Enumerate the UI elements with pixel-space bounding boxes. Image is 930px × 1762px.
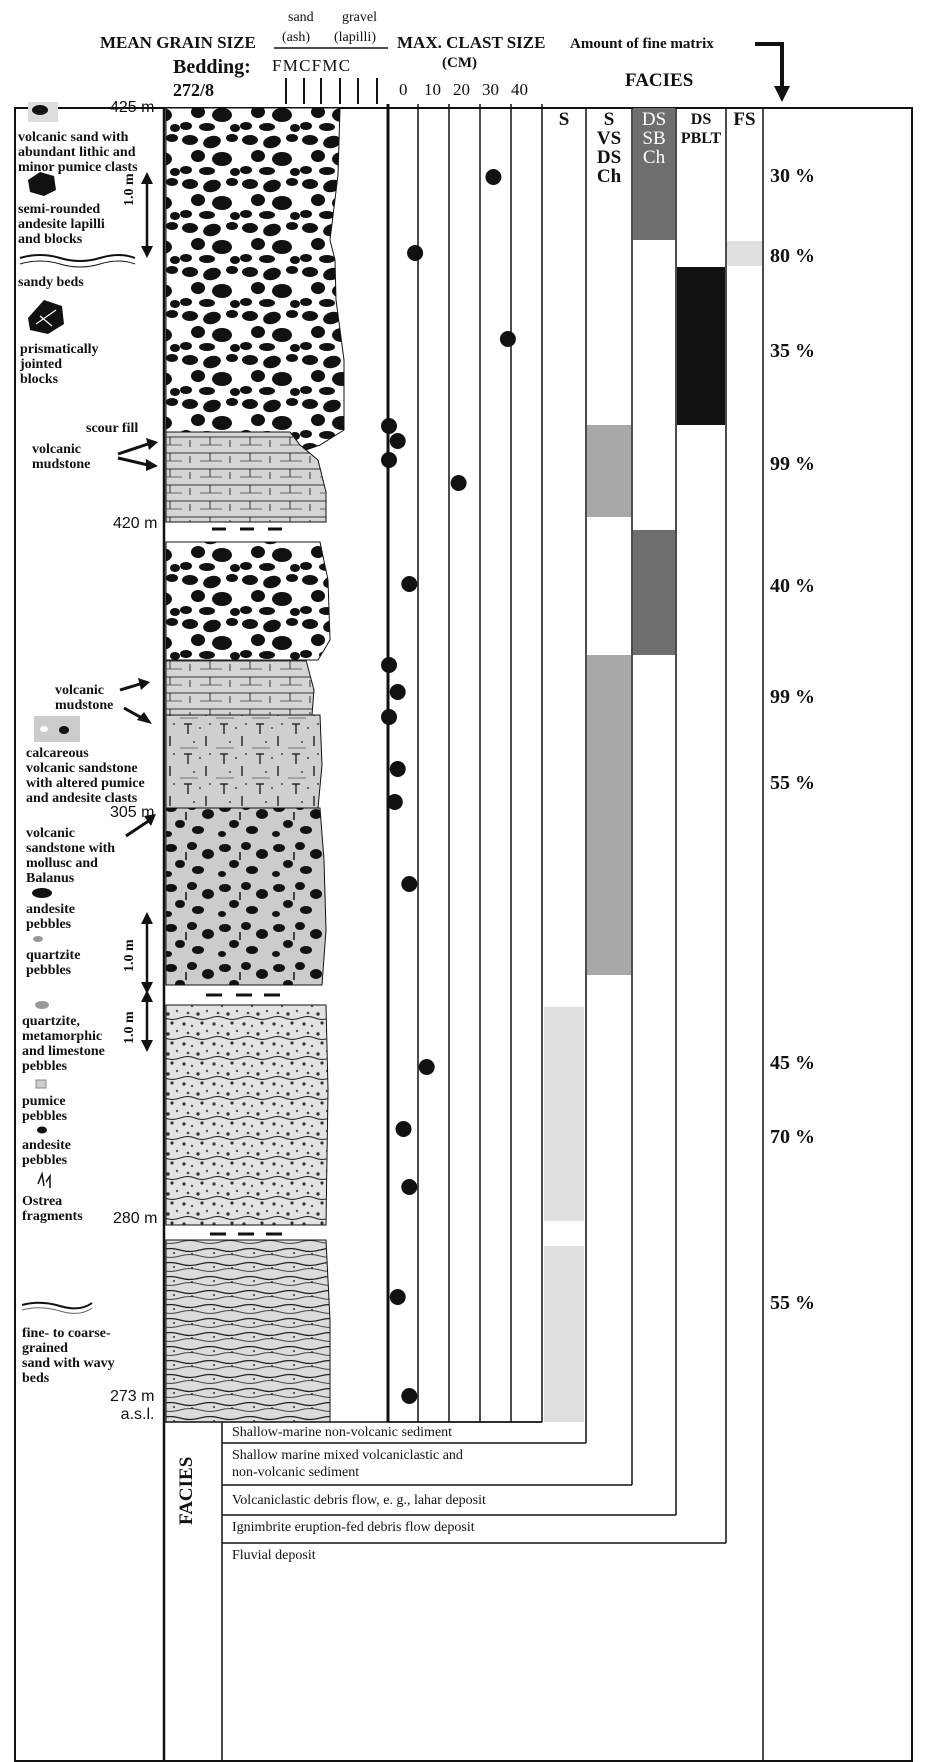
clast-size-point bbox=[401, 1388, 418, 1404]
mean-grain-size-title: MEAN GRAIN SIZE bbox=[100, 33, 256, 52]
fine-matrix-pct: 55 % bbox=[770, 772, 815, 794]
grain-size-ticks bbox=[274, 47, 388, 104]
facies-header: FACIES bbox=[625, 70, 694, 91]
scale-bar-label-1: 1.0 m bbox=[122, 173, 137, 206]
clast-scale-tick-label: 10 bbox=[424, 80, 441, 99]
clast-size-point bbox=[386, 794, 403, 810]
fine-matrix-pct: 45 % bbox=[770, 1052, 815, 1074]
legend-volcanic-mudstone-2: volcanic mudstone bbox=[55, 683, 114, 713]
fine-matrix-pct: 30 % bbox=[770, 165, 815, 187]
clast-size-points bbox=[381, 169, 516, 1404]
facies-key-item: Shallow marine mixed volcaniclastic and … bbox=[232, 1448, 463, 1480]
facies-col-fs: FS bbox=[733, 109, 756, 130]
fine-matrix-pct: 35 % bbox=[770, 340, 815, 362]
fine-matrix-pct: 80 % bbox=[770, 245, 815, 267]
facies-key-item: Ignimbrite eruption-fed debris flow depo… bbox=[232, 1520, 475, 1535]
clast-size-point bbox=[381, 418, 397, 434]
clast-size-point bbox=[499, 331, 516, 347]
lapilli-label: (lapilli) bbox=[334, 30, 376, 45]
legend-andesite-pebbles-1: andesite pebbles bbox=[26, 902, 75, 932]
log-column bbox=[165, 107, 345, 1423]
elevation-273: 273 m a.s.l. bbox=[110, 1388, 155, 1423]
scale-bars bbox=[141, 172, 153, 1052]
facies-col-svsdsch: S VS DS Ch bbox=[596, 109, 622, 187]
clast-size-point bbox=[401, 1179, 418, 1195]
clast-size-point bbox=[407, 245, 424, 261]
legend-quartzite-pebbles: quartzite pebbles bbox=[26, 948, 81, 978]
clast-size-point bbox=[401, 876, 418, 892]
legend-scour-fill: scour fill bbox=[86, 421, 139, 436]
legend-andesite-pebbles-2: andesite pebbles bbox=[22, 1138, 71, 1168]
gravel-label: gravel bbox=[342, 10, 377, 25]
pointer-arrows bbox=[117, 438, 158, 838]
clast-size-point bbox=[401, 576, 418, 592]
facies-col-s: S bbox=[558, 109, 570, 130]
clast-scale-tick-label: 0 bbox=[399, 80, 408, 99]
facies-key-lines bbox=[164, 1421, 726, 1761]
legend-mixed-pebbles: quartzite, metamorphic and limestone peb… bbox=[22, 1014, 105, 1074]
facies-col-dspblt: DS PBLT bbox=[680, 111, 722, 147]
facies-col-dssbch: DS SB Ch bbox=[641, 109, 667, 168]
facies-key-item: Shallow-marine non-volcanic sediment bbox=[232, 1425, 453, 1440]
clast-size-point bbox=[381, 709, 397, 725]
fine-matrix-pct: 99 % bbox=[770, 686, 815, 708]
elevation-425: 425 m bbox=[110, 99, 155, 116]
clast-size-point bbox=[395, 1121, 412, 1137]
legend-jointed-blocks: prismatically jointed blocks bbox=[20, 342, 99, 387]
facies-key-title: FACIES bbox=[176, 1456, 197, 1525]
facies-columns bbox=[585, 108, 764, 1761]
elevation-280: 280 m bbox=[113, 1210, 158, 1227]
clast-size-point bbox=[389, 761, 406, 777]
bedding-value: 272/8 bbox=[173, 80, 215, 100]
elevation-420: 420 m bbox=[113, 515, 158, 532]
legend-volcanic-sand: volcanic sand with abundant lithic and m… bbox=[18, 130, 138, 175]
fine-matrix-pct: 99 % bbox=[770, 453, 815, 475]
fine-matrix-pct: 55 % bbox=[770, 1292, 815, 1314]
clast-size-point bbox=[381, 657, 397, 673]
legend-pumice-pebbles: pumice pebbles bbox=[22, 1094, 68, 1124]
scale-bar-label-3: 1.0 m bbox=[122, 1011, 137, 1044]
clast-size-point bbox=[381, 452, 397, 468]
legend-calcareous-sandstone: calcareous volcanic sandstone with alter… bbox=[26, 746, 145, 806]
clast-size-point bbox=[485, 169, 502, 185]
fine-matrix-title: Amount of fine matrix bbox=[570, 36, 714, 52]
clast-size-point bbox=[389, 433, 406, 449]
clast-scale-tick-label: 30 bbox=[482, 80, 499, 99]
legend-symbols bbox=[19, 102, 136, 1314]
ash-label: (ash) bbox=[282, 30, 310, 45]
clast-chart-grid bbox=[386, 104, 543, 1423]
clast-size-point bbox=[450, 475, 467, 491]
bedding-label: Bedding: bbox=[173, 56, 251, 78]
cm-unit-label: (CM) bbox=[442, 55, 477, 71]
scale-bar-label-2: 1.0 m bbox=[122, 939, 137, 972]
legend-volcanic-mudstone-1: volcanic mudstone bbox=[32, 442, 91, 472]
clast-scale-tick-label: 40 bbox=[511, 80, 528, 99]
clast-scale-tick-label: 20 bbox=[453, 80, 470, 99]
clast-size-point bbox=[389, 684, 406, 700]
legend-sandy-beds: sandy beds bbox=[18, 275, 84, 290]
legend-ostrea-fragments: Ostrea fragments bbox=[22, 1194, 83, 1224]
legend-volcanic-sandstone: volcanic sandstone with mollusc and Bala… bbox=[26, 826, 116, 886]
facies-arrow bbox=[755, 42, 790, 102]
sand-label: sand bbox=[288, 10, 314, 25]
facies-key-item: Fluvial deposit bbox=[232, 1548, 316, 1563]
clast-size-point bbox=[389, 1289, 406, 1305]
clast-size-point bbox=[418, 1059, 435, 1075]
elevation-305: 305 m bbox=[110, 804, 155, 821]
max-clast-size-title: MAX. CLAST SIZE bbox=[397, 33, 546, 52]
grain-size-classes: F M C F M C bbox=[272, 56, 350, 75]
legend-wavy-sand: fine- to coarse- grained sand with wavy … bbox=[22, 1326, 115, 1386]
legend-andesite-lapilli: semi-rounded andesite lapilli and blocks bbox=[18, 202, 105, 247]
fine-matrix-pct: 70 % bbox=[770, 1126, 815, 1148]
fine-matrix-pct: 40 % bbox=[770, 575, 815, 597]
facies-bars bbox=[544, 108, 762, 1422]
facies-key-item: Volcaniclastic debris flow, e. g., lahar… bbox=[232, 1493, 486, 1508]
